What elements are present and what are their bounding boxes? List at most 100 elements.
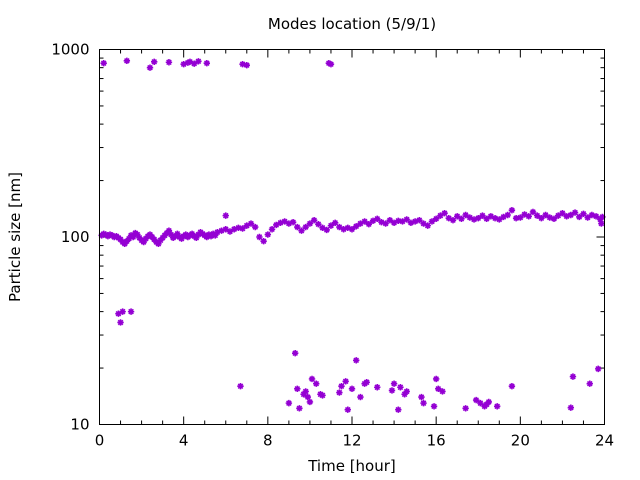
data-point <box>390 219 398 227</box>
data-point <box>243 61 250 69</box>
data-point <box>327 60 335 68</box>
data-point <box>521 211 528 218</box>
data-point <box>563 213 570 220</box>
data-point <box>237 383 244 390</box>
data-point <box>525 213 532 220</box>
x-tick-label: 16 <box>427 432 446 450</box>
data-point <box>508 206 516 214</box>
data-point <box>546 214 553 221</box>
data-point <box>157 237 164 244</box>
data-point <box>140 238 147 246</box>
data-point <box>472 396 480 404</box>
data-point <box>418 393 425 401</box>
data-point <box>115 310 122 317</box>
data-point <box>592 213 600 220</box>
data-point <box>193 234 200 242</box>
plot-frame <box>99 49 605 425</box>
data-point <box>407 219 415 227</box>
data-point <box>165 227 173 234</box>
data-point <box>454 213 461 220</box>
data-point <box>348 226 356 233</box>
data-point <box>386 216 394 224</box>
data-point <box>214 229 221 236</box>
data-point <box>475 214 482 222</box>
data-point <box>129 233 137 241</box>
data-point <box>599 213 606 221</box>
data-point <box>397 384 404 391</box>
data-point <box>136 234 143 242</box>
data-point <box>588 211 596 219</box>
data-point <box>285 220 293 227</box>
x-tick-label: 20 <box>511 432 530 450</box>
x-axis-label: Time [hour] <box>307 457 396 475</box>
x-tick-label: 8 <box>263 432 273 450</box>
data-point <box>597 216 604 223</box>
data-point <box>491 214 499 222</box>
data-point <box>500 213 507 221</box>
y-axis-label: Particle size [nm] <box>6 172 24 302</box>
data-point <box>378 218 385 226</box>
data-point <box>580 210 587 217</box>
data-point <box>430 403 438 410</box>
data-point <box>325 60 333 67</box>
axis-ticks <box>99 49 605 425</box>
data-point <box>302 223 309 231</box>
data-point <box>336 389 343 396</box>
data-point <box>319 392 326 399</box>
data-point <box>559 209 566 217</box>
data-point <box>239 60 246 68</box>
data-point <box>550 215 558 223</box>
data-point <box>298 227 305 234</box>
data-point <box>186 58 194 65</box>
data-point <box>165 59 173 66</box>
data-point <box>512 214 520 222</box>
data-point <box>374 384 381 391</box>
data-point <box>338 383 345 390</box>
data-point <box>294 385 301 393</box>
data-point <box>315 221 322 228</box>
data-point <box>123 237 131 245</box>
data-point <box>395 406 402 413</box>
data-point <box>416 216 423 224</box>
data-point <box>508 383 516 390</box>
data-point <box>212 232 219 239</box>
data-point <box>119 308 126 315</box>
data-point <box>289 218 297 226</box>
data-point <box>222 212 229 219</box>
data-point <box>466 214 474 221</box>
x-tick-label: 12 <box>342 432 361 450</box>
data-points <box>98 57 606 413</box>
data-point <box>127 308 135 315</box>
data-point <box>167 231 175 238</box>
data-point <box>584 214 591 221</box>
data-point <box>121 240 128 247</box>
data-point <box>485 398 492 406</box>
data-point <box>340 226 347 233</box>
data-point <box>571 209 579 216</box>
data-point <box>239 225 246 232</box>
data-point <box>294 223 301 231</box>
data-point <box>195 58 202 65</box>
data-point <box>151 236 158 243</box>
data-point <box>487 213 495 220</box>
x-tick-label: 4 <box>179 432 189 450</box>
data-point <box>180 60 187 68</box>
data-point <box>462 211 469 219</box>
data-point <box>260 237 267 245</box>
data-point <box>445 214 452 222</box>
data-point <box>598 220 605 227</box>
data-point <box>533 212 541 219</box>
data-point <box>323 226 330 234</box>
data-point <box>348 385 356 393</box>
tick-labels: 0 4 8 12 16 20 24 10 100 1000 <box>51 41 614 450</box>
data-point <box>496 216 503 223</box>
data-point <box>218 227 225 234</box>
data-point <box>306 220 314 227</box>
data-point <box>420 399 427 407</box>
data-point <box>336 223 343 231</box>
data-point <box>538 214 545 222</box>
data-point <box>477 399 484 407</box>
data-point <box>428 218 436 225</box>
data-point <box>363 379 370 386</box>
